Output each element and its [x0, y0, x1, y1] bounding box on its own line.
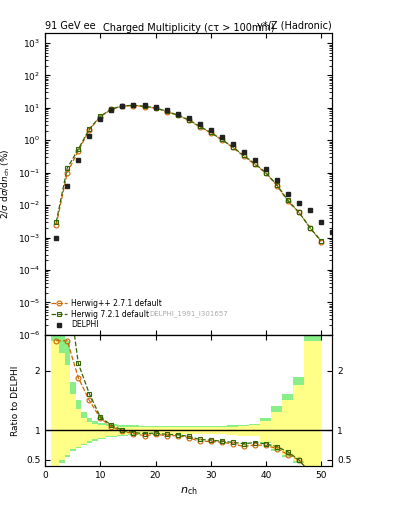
Herwig++ 2.7.1 default [54, 222, 59, 228]
Herwig 7.2.1 default [286, 197, 290, 203]
DELPHI [120, 103, 125, 109]
Line: DELPHI: DELPHI [54, 102, 334, 240]
Text: DELPHI_1991_I301657: DELPHI_1991_I301657 [149, 310, 228, 317]
DELPHI [65, 183, 70, 189]
Herwig++ 2.7.1 default [109, 106, 114, 113]
Herwig++ 2.7.1 default [275, 183, 279, 189]
Herwig 7.2.1 default [197, 123, 202, 130]
DELPHI [252, 157, 257, 163]
DELPHI [164, 107, 169, 113]
Herwig 7.2.1 default [153, 105, 158, 111]
Text: γ*/Z (Hadronic): γ*/Z (Hadronic) [257, 20, 332, 31]
DELPHI [308, 207, 312, 213]
DELPHI [153, 104, 158, 110]
Title: Charged Multiplicity (cτ > 100mm): Charged Multiplicity (cτ > 100mm) [103, 23, 274, 32]
Herwig++ 2.7.1 default [319, 239, 323, 245]
Herwig++ 2.7.1 default [65, 169, 70, 176]
DELPHI [76, 157, 81, 163]
Herwig++ 2.7.1 default [219, 137, 224, 143]
Herwig 7.2.1 default [275, 182, 279, 188]
Herwig 7.2.1 default [87, 126, 92, 132]
Text: 91 GeV ee: 91 GeV ee [45, 20, 96, 31]
Y-axis label: $2/\sigma\ \mathrm{d}\sigma/\mathrm{d}n_{\mathrm{ch}}$ (%): $2/\sigma\ \mathrm{d}\sigma/\mathrm{d}n_… [0, 149, 12, 219]
Herwig 7.2.1 default [131, 102, 136, 109]
DELPHI [87, 133, 92, 139]
DELPHI [197, 121, 202, 127]
Herwig 7.2.1 default [219, 136, 224, 142]
Herwig 7.2.1 default [186, 117, 191, 123]
DELPHI [98, 116, 103, 122]
Herwig++ 2.7.1 default [131, 102, 136, 109]
Herwig++ 2.7.1 default [87, 127, 92, 133]
Line: Herwig++ 2.7.1 default: Herwig++ 2.7.1 default [54, 103, 323, 244]
Herwig 7.2.1 default [98, 113, 103, 119]
DELPHI [230, 141, 235, 147]
DELPHI [275, 177, 279, 183]
Herwig 7.2.1 default [297, 209, 301, 216]
Herwig 7.2.1 default [208, 130, 213, 136]
Herwig++ 2.7.1 default [286, 198, 290, 204]
Line: Herwig 7.2.1 default: Herwig 7.2.1 default [54, 103, 323, 243]
Herwig 7.2.1 default [164, 108, 169, 114]
Herwig 7.2.1 default [120, 103, 125, 109]
Herwig++ 2.7.1 default [241, 153, 246, 159]
Herwig++ 2.7.1 default [197, 124, 202, 130]
Herwig 7.2.1 default [308, 225, 312, 231]
Legend: Herwig++ 2.7.1 default, Herwig 7.2.1 default, DELPHI: Herwig++ 2.7.1 default, Herwig 7.2.1 def… [49, 297, 163, 331]
Herwig++ 2.7.1 default [186, 117, 191, 123]
Herwig 7.2.1 default [142, 103, 147, 109]
X-axis label: $n_{\mathrm{ch}}$: $n_{\mathrm{ch}}$ [180, 485, 198, 497]
DELPHI [319, 219, 323, 225]
Y-axis label: Ratio to DELPHI: Ratio to DELPHI [11, 365, 20, 436]
DELPHI [54, 234, 59, 241]
DELPHI [131, 102, 136, 108]
DELPHI [109, 107, 114, 113]
DELPHI [219, 134, 224, 140]
Herwig++ 2.7.1 default [142, 103, 147, 110]
DELPHI [330, 229, 334, 235]
Herwig 7.2.1 default [65, 165, 70, 171]
Herwig++ 2.7.1 default [308, 225, 312, 231]
Herwig++ 2.7.1 default [164, 109, 169, 115]
DELPHI [186, 115, 191, 121]
Herwig++ 2.7.1 default [153, 105, 158, 111]
Herwig 7.2.1 default [241, 153, 246, 159]
DELPHI [142, 102, 147, 109]
Herwig++ 2.7.1 default [297, 209, 301, 216]
Herwig 7.2.1 default [230, 144, 235, 150]
Herwig++ 2.7.1 default [120, 103, 125, 109]
DELPHI [297, 200, 301, 206]
DELPHI [286, 191, 290, 197]
Herwig++ 2.7.1 default [230, 144, 235, 151]
Herwig++ 2.7.1 default [264, 170, 268, 176]
Herwig 7.2.1 default [54, 219, 59, 225]
Herwig 7.2.1 default [109, 106, 114, 112]
Herwig 7.2.1 default [175, 112, 180, 118]
Herwig 7.2.1 default [319, 238, 323, 244]
Herwig 7.2.1 default [252, 161, 257, 167]
DELPHI [175, 111, 180, 117]
DELPHI [208, 127, 213, 133]
Herwig 7.2.1 default [264, 169, 268, 176]
Herwig++ 2.7.1 default [175, 112, 180, 118]
DELPHI [241, 149, 246, 155]
Herwig++ 2.7.1 default [76, 148, 81, 154]
Herwig++ 2.7.1 default [208, 130, 213, 136]
Herwig 7.2.1 default [76, 146, 81, 152]
Herwig++ 2.7.1 default [98, 114, 103, 120]
DELPHI [264, 166, 268, 172]
Herwig++ 2.7.1 default [252, 161, 257, 167]
